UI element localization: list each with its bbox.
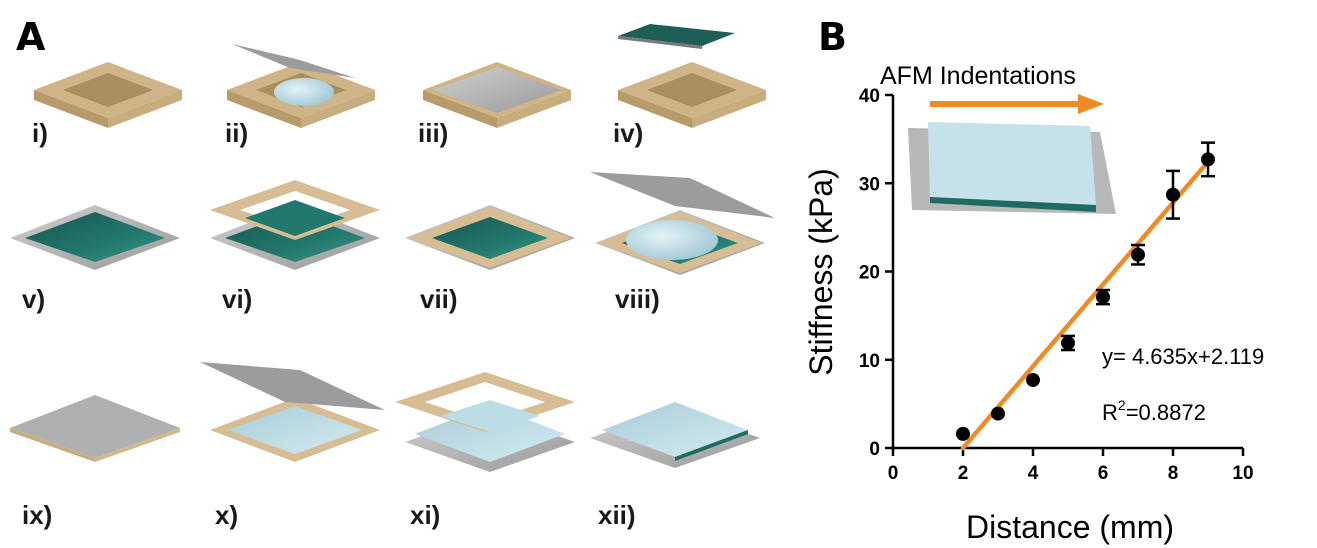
y-tick-label: 10 xyxy=(859,351,880,372)
step-iv-illustration xyxy=(618,24,766,128)
step-ii-illustration xyxy=(227,44,375,128)
fit-equation: y= 4.635x+2.119 xyxy=(1102,344,1264,369)
inset-label: AFM Indentations xyxy=(880,62,1076,90)
panel-b-letter: B xyxy=(818,15,847,59)
data-point xyxy=(1026,373,1040,388)
data-point xyxy=(1166,187,1180,202)
step-x-illustration xyxy=(200,362,385,462)
x-tick-label: 0 xyxy=(888,463,899,484)
step-viii-illustration xyxy=(590,172,775,275)
r-squared: R2=0.8872 xyxy=(1102,397,1206,425)
y-tick-label: 40 xyxy=(859,86,880,107)
y-axis-title: Stiffness (kPa) xyxy=(803,168,839,375)
step-label-ii: ii) xyxy=(225,118,248,148)
data-point xyxy=(1061,335,1075,350)
stiffness-chart: AFM Indentations 0 2 4 6 8 10 0 10 20 30 40 y= 4.6… xyxy=(803,62,1264,545)
step-label-iv: iv) xyxy=(613,118,643,148)
step-label-xii: xii) xyxy=(598,500,636,530)
x-axis-title: Distance (mm) xyxy=(966,509,1174,545)
panel-a-letter: A xyxy=(16,15,46,59)
data-point xyxy=(1096,290,1110,305)
fit-line-layer xyxy=(960,161,1209,451)
inset-illustration xyxy=(908,122,1116,214)
step-label-ix: ix) xyxy=(22,500,52,530)
data-point xyxy=(1131,247,1145,262)
y-tick-label: 30 xyxy=(859,174,880,195)
r-squared-value: =0.8872 xyxy=(1126,400,1206,425)
x-tick-label: 10 xyxy=(1232,463,1253,484)
data-point xyxy=(991,406,1005,421)
fabrication-steps: i) ii) iii) iv) v) vi) vii) viii) ix) x)… xyxy=(10,24,775,530)
chart-axes: 0 2 4 6 8 10 0 10 20 30 40 xyxy=(859,86,1254,484)
y-tick-label: 20 xyxy=(859,263,880,284)
step-v-illustration xyxy=(10,205,180,270)
step-ix-illustration xyxy=(10,395,180,462)
x-tick-label: 2 xyxy=(958,463,969,484)
step-xi-illustration xyxy=(395,372,575,472)
x-tick-label: 8 xyxy=(1168,463,1179,484)
step-label-x: x) xyxy=(215,500,238,530)
step-label-vi: vi) xyxy=(222,284,252,314)
step-vii-illustration xyxy=(405,205,575,270)
step-vi-illustration xyxy=(210,180,380,270)
x-tick-label: 6 xyxy=(1098,463,1109,484)
step-xii-illustration xyxy=(590,402,760,468)
x-tick-label: 4 xyxy=(1028,463,1039,484)
step-iii-illustration xyxy=(423,62,571,128)
r-squared-prefix: R xyxy=(1102,400,1118,425)
step-label-i: i) xyxy=(32,118,48,148)
step-label-vii: vii) xyxy=(420,284,458,314)
step-label-viii: viii) xyxy=(615,284,660,314)
fit-line xyxy=(960,161,1209,451)
data-points-layer xyxy=(956,141,1215,441)
step-label-xi: xi) xyxy=(410,500,440,530)
step-i-illustration xyxy=(34,62,182,128)
r-squared-sup: 2 xyxy=(1118,397,1126,413)
y-tick-label: 0 xyxy=(869,439,880,460)
step-label-iii: iii) xyxy=(418,118,448,148)
data-point xyxy=(956,426,970,441)
indentation-arrow xyxy=(930,94,1104,114)
data-point xyxy=(1201,152,1215,167)
step-label-v: v) xyxy=(22,284,45,314)
